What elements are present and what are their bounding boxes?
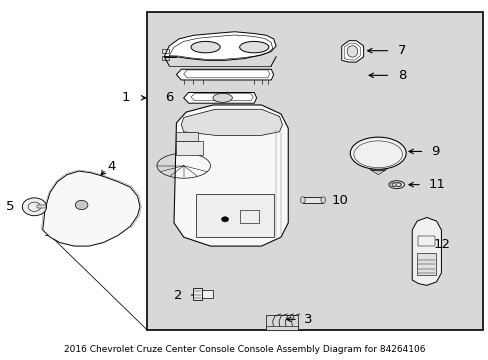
Polygon shape	[176, 69, 273, 80]
Bar	[162, 56, 169, 60]
Bar	[37, 205, 45, 208]
Ellipse shape	[349, 137, 406, 169]
Ellipse shape	[212, 93, 232, 102]
Text: 7: 7	[397, 44, 406, 57]
Ellipse shape	[388, 181, 404, 189]
Bar	[239, 210, 259, 223]
Polygon shape	[181, 109, 282, 135]
Text: 2: 2	[173, 288, 182, 302]
Polygon shape	[183, 93, 256, 103]
Bar	[193, 288, 202, 300]
Text: 12: 12	[432, 238, 449, 251]
Circle shape	[75, 201, 88, 210]
Ellipse shape	[320, 197, 325, 203]
Text: 8: 8	[397, 69, 405, 82]
Bar	[202, 290, 212, 298]
Circle shape	[22, 198, 46, 216]
Text: 2016 Chevrolet Cruze Center Console Console Assembly Diagram for 84264106: 2016 Chevrolet Cruze Center Console Cons…	[63, 345, 425, 354]
Polygon shape	[341, 41, 363, 62]
Text: 3: 3	[303, 313, 312, 326]
Bar	[162, 49, 169, 53]
Bar	[176, 141, 203, 155]
Bar	[302, 197, 323, 203]
Bar	[266, 326, 297, 330]
Polygon shape	[164, 32, 276, 60]
Ellipse shape	[346, 46, 357, 57]
Bar	[417, 236, 434, 246]
Polygon shape	[411, 217, 441, 285]
Ellipse shape	[239, 41, 268, 53]
Ellipse shape	[300, 197, 305, 203]
Text: 10: 10	[331, 194, 348, 207]
Polygon shape	[174, 105, 287, 246]
Bar	[196, 194, 273, 237]
Text: 5: 5	[6, 200, 15, 213]
Bar	[266, 315, 297, 329]
Polygon shape	[42, 171, 140, 246]
Ellipse shape	[191, 41, 220, 53]
Bar	[416, 253, 435, 275]
Circle shape	[221, 217, 228, 222]
Text: 9: 9	[430, 145, 438, 158]
Text: 11: 11	[427, 178, 445, 191]
Bar	[176, 132, 198, 141]
Text: 6: 6	[165, 91, 174, 104]
Text: 4: 4	[107, 160, 116, 173]
Bar	[147, 12, 482, 330]
Text: 1: 1	[122, 91, 130, 104]
